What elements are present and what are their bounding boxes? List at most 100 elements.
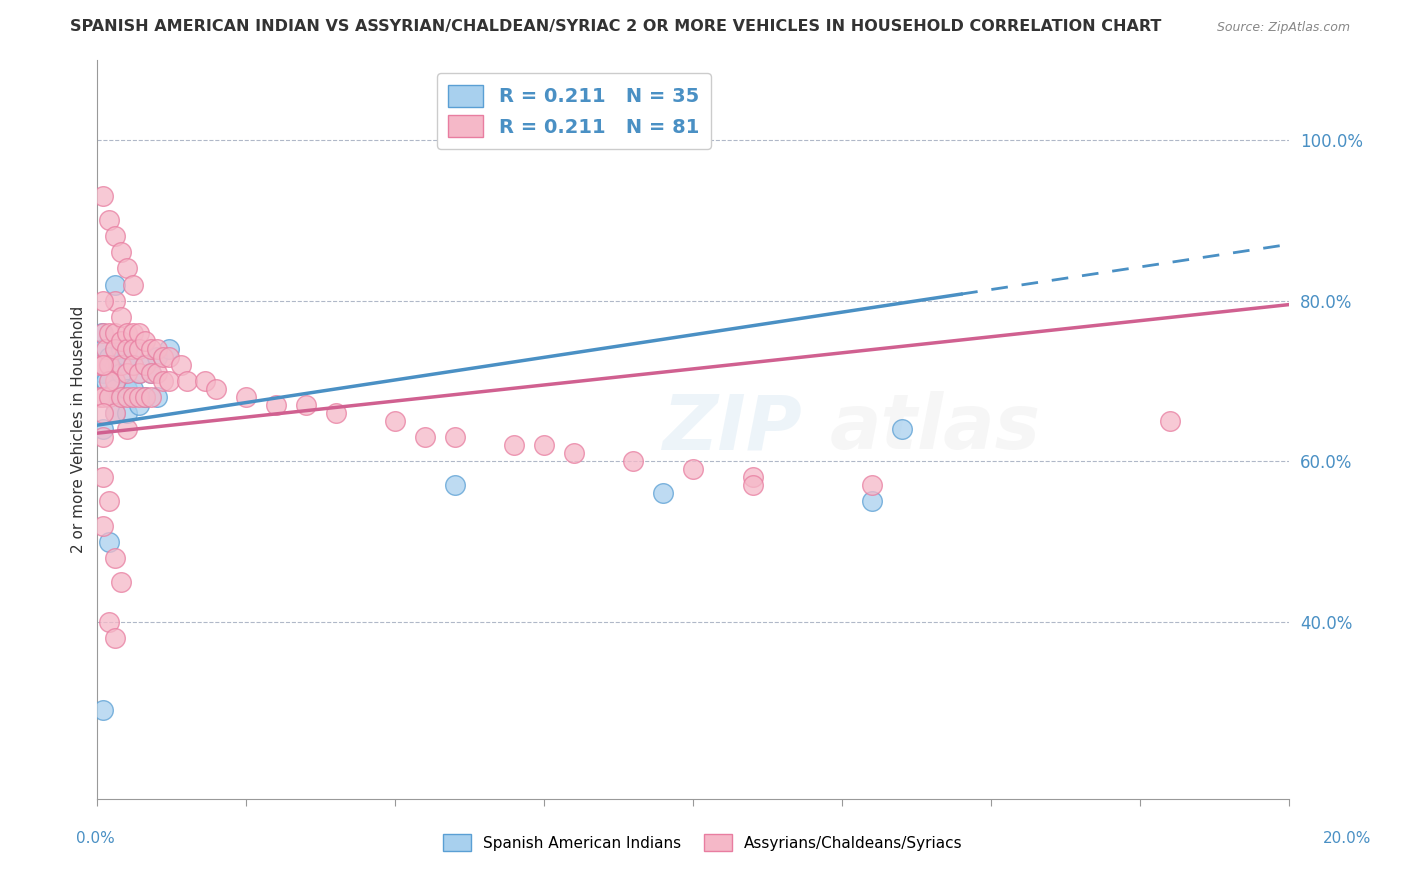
Point bbox=[91, 390, 114, 404]
Point bbox=[110, 358, 132, 372]
Point bbox=[652, 486, 675, 500]
Point bbox=[128, 366, 150, 380]
Point bbox=[91, 430, 114, 444]
Legend: R = 0.211   N = 35, R = 0.211   N = 81: R = 0.211 N = 35, R = 0.211 N = 81 bbox=[437, 73, 711, 149]
Point bbox=[110, 574, 132, 589]
Point bbox=[91, 326, 114, 340]
Point bbox=[413, 430, 436, 444]
Point bbox=[443, 430, 465, 444]
Text: atlas: atlas bbox=[830, 392, 1042, 466]
Point bbox=[235, 390, 257, 404]
Point bbox=[741, 478, 763, 492]
Point bbox=[146, 342, 169, 356]
Point bbox=[91, 326, 114, 340]
Point bbox=[115, 382, 138, 396]
Point bbox=[115, 390, 138, 404]
Y-axis label: 2 or more Vehicles in Household: 2 or more Vehicles in Household bbox=[72, 306, 86, 553]
Point bbox=[91, 189, 114, 203]
Point bbox=[104, 374, 127, 388]
Legend: Spanish American Indians, Assyrians/Chaldeans/Syriacs: Spanish American Indians, Assyrians/Chal… bbox=[437, 828, 969, 857]
Point bbox=[91, 703, 114, 717]
Point bbox=[115, 350, 138, 364]
Point bbox=[115, 326, 138, 340]
Point bbox=[503, 438, 526, 452]
Point bbox=[104, 229, 127, 244]
Point bbox=[104, 382, 127, 396]
Point bbox=[104, 277, 127, 292]
Point bbox=[134, 390, 156, 404]
Point bbox=[104, 293, 127, 308]
Point bbox=[110, 245, 132, 260]
Point bbox=[122, 382, 145, 396]
Point bbox=[98, 390, 121, 404]
Point bbox=[115, 366, 138, 380]
Point bbox=[104, 326, 127, 340]
Point bbox=[128, 342, 150, 356]
Point bbox=[115, 422, 138, 436]
Point bbox=[89, 358, 111, 372]
Point bbox=[91, 358, 114, 372]
Point bbox=[134, 334, 156, 348]
Point bbox=[110, 310, 132, 324]
Point bbox=[139, 342, 162, 356]
Point bbox=[157, 342, 180, 356]
Point bbox=[205, 382, 228, 396]
Point bbox=[128, 366, 150, 380]
Point bbox=[562, 446, 585, 460]
Text: 0.0%: 0.0% bbox=[76, 831, 115, 846]
Point bbox=[98, 326, 121, 340]
Point bbox=[134, 358, 156, 372]
Point bbox=[110, 366, 132, 380]
Point bbox=[860, 478, 883, 492]
Point bbox=[264, 398, 287, 412]
Point bbox=[146, 366, 169, 380]
Point bbox=[860, 494, 883, 508]
Point bbox=[170, 358, 193, 372]
Point bbox=[110, 390, 132, 404]
Point bbox=[128, 398, 150, 412]
Point bbox=[98, 213, 121, 227]
Text: 20.0%: 20.0% bbox=[1323, 831, 1371, 846]
Point bbox=[890, 422, 912, 436]
Point bbox=[89, 390, 111, 404]
Point bbox=[152, 350, 174, 364]
Point bbox=[139, 366, 162, 380]
Point bbox=[104, 342, 127, 356]
Point bbox=[110, 342, 132, 356]
Point bbox=[104, 550, 127, 565]
Point bbox=[122, 277, 145, 292]
Point bbox=[139, 390, 162, 404]
Point bbox=[194, 374, 217, 388]
Point bbox=[91, 470, 114, 484]
Point bbox=[623, 454, 645, 468]
Point bbox=[128, 326, 150, 340]
Point bbox=[91, 342, 114, 356]
Text: ZIP: ZIP bbox=[664, 392, 803, 466]
Point bbox=[98, 374, 121, 388]
Point bbox=[91, 422, 114, 436]
Point bbox=[110, 390, 132, 404]
Point bbox=[533, 438, 555, 452]
Point bbox=[91, 406, 114, 420]
Point bbox=[91, 366, 114, 380]
Text: Source: ZipAtlas.com: Source: ZipAtlas.com bbox=[1216, 21, 1350, 34]
Point bbox=[115, 342, 138, 356]
Point bbox=[110, 334, 132, 348]
Point bbox=[157, 350, 180, 364]
Point bbox=[1159, 414, 1181, 428]
Point bbox=[104, 406, 127, 420]
Point bbox=[176, 374, 198, 388]
Point bbox=[122, 390, 145, 404]
Point bbox=[96, 374, 118, 388]
Point bbox=[682, 462, 704, 476]
Point bbox=[104, 631, 127, 645]
Point bbox=[139, 366, 162, 380]
Point bbox=[98, 390, 121, 404]
Point bbox=[122, 342, 145, 356]
Point bbox=[157, 374, 180, 388]
Point bbox=[128, 390, 150, 404]
Text: SPANISH AMERICAN INDIAN VS ASSYRIAN/CHALDEAN/SYRIAC 2 OR MORE VEHICLES IN HOUSEH: SPANISH AMERICAN INDIAN VS ASSYRIAN/CHAL… bbox=[70, 20, 1161, 34]
Point bbox=[146, 350, 169, 364]
Point bbox=[104, 358, 127, 372]
Point bbox=[152, 374, 174, 388]
